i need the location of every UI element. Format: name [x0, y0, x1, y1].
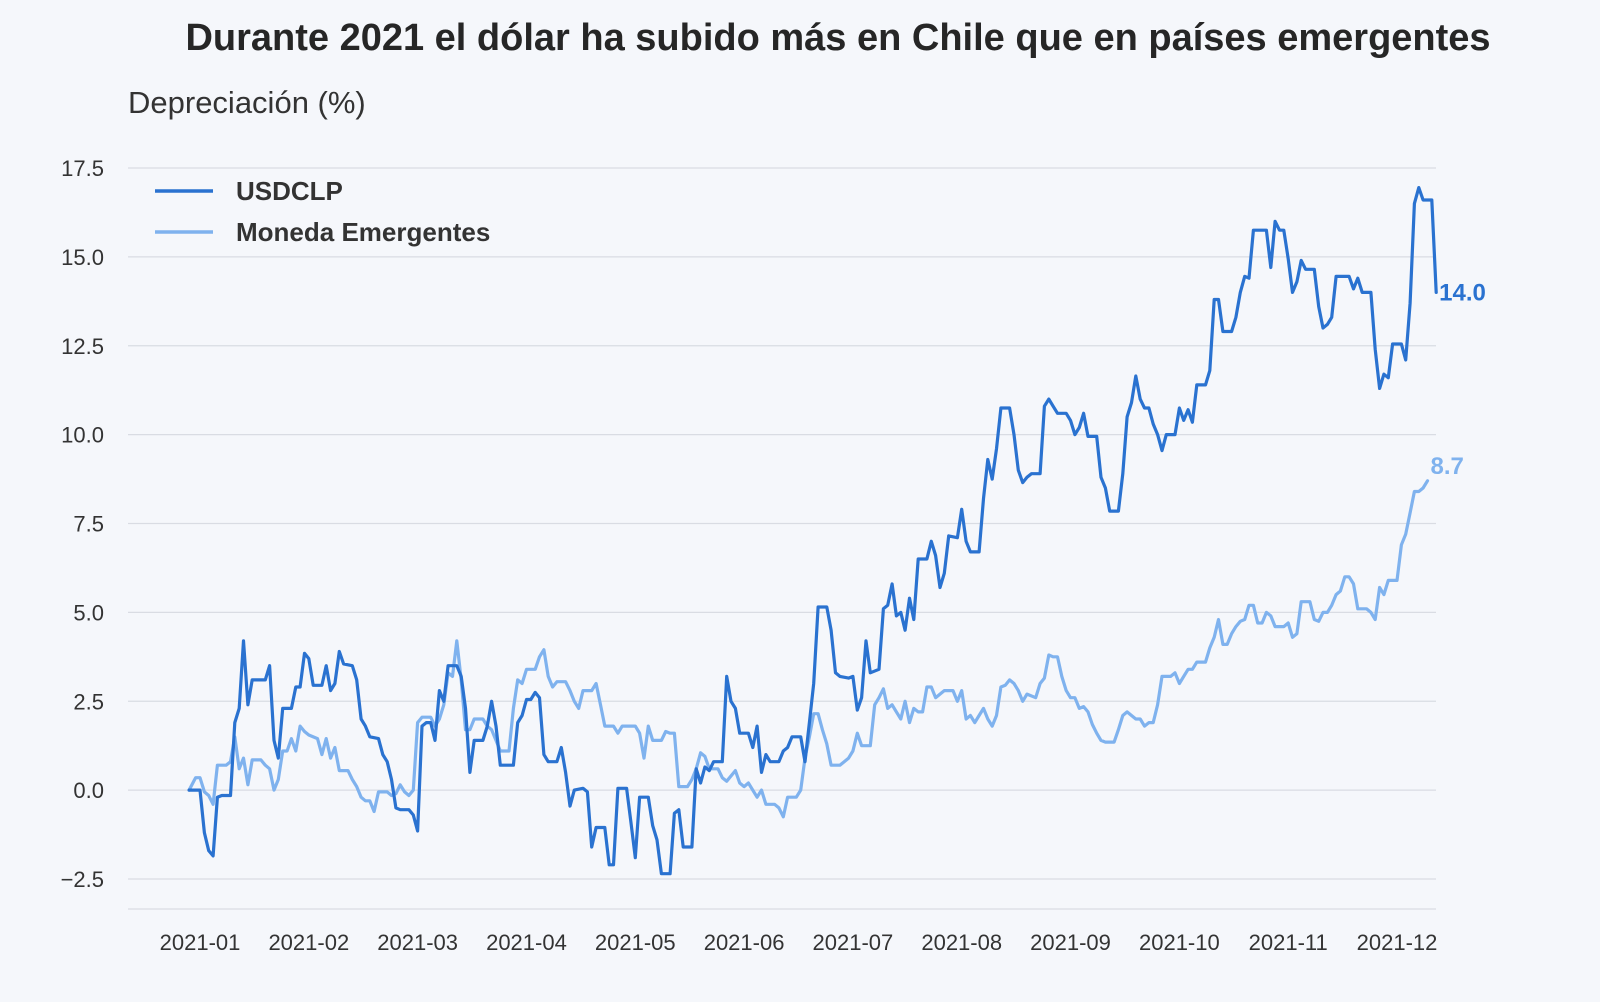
y-tick-label: 7.5	[73, 512, 104, 537]
legend: USDCLP Moneda Emergentes	[155, 176, 490, 247]
legend-label-usdclp: USDCLP	[236, 176, 343, 206]
series-lines	[187, 186, 1438, 876]
y-axis-label: Depreciación (%)	[128, 85, 366, 120]
y-axis-ticks: −2.5 0.0 2.5 5.0 7.5 10.0 12.5 15.0 17.5	[61, 156, 104, 892]
y-tick-label: 12.5	[61, 334, 104, 359]
x-tick-label: 2021-12	[1357, 930, 1438, 955]
x-tick-label: 2021-06	[704, 930, 785, 955]
end-label-moneda-emergentes: 8.7	[1430, 453, 1463, 480]
x-tick-label: 2021-01	[160, 930, 241, 955]
y-tick-label: −2.5	[61, 867, 104, 892]
x-tick-label: 2021-09	[1030, 930, 1111, 955]
y-tick-label: 2.5	[73, 689, 104, 714]
legend-label-moneda-emergentes: Moneda Emergentes	[236, 217, 490, 247]
x-tick-label: 2021-02	[268, 930, 349, 955]
y-tick-label: 10.0	[61, 423, 104, 448]
series-end-labels: 8.7 14.0	[1430, 279, 1485, 479]
x-tick-label: 2021-08	[921, 930, 1002, 955]
x-tick-label: 2021-03	[377, 930, 458, 955]
end-label-usdclp: 14.0	[1439, 279, 1486, 306]
x-axis-ticks: 2021-01 2021-02 2021-03 2021-04 2021-05 2021-…	[160, 930, 1438, 955]
x-tick-label: 2021-07	[813, 930, 894, 955]
y-tick-label: 5.0	[73, 600, 104, 625]
grid-lines	[128, 167, 1436, 910]
y-tick-label: 0.0	[73, 778, 104, 803]
x-tick-label: 2021-10	[1139, 930, 1220, 955]
x-tick-label: 2021-05	[595, 930, 676, 955]
series-line-moneda-emergentes	[187, 479, 1430, 819]
y-tick-label: 15.0	[61, 245, 104, 270]
x-tick-label: 2021-04	[486, 930, 567, 955]
x-tick-label: 2021-11	[1249, 930, 1328, 955]
chart-title: Durante 2021 el dólar ha subido más en C…	[185, 17, 1490, 59]
y-tick-label: 17.5	[61, 156, 104, 181]
series-line-usdclp	[187, 186, 1438, 876]
